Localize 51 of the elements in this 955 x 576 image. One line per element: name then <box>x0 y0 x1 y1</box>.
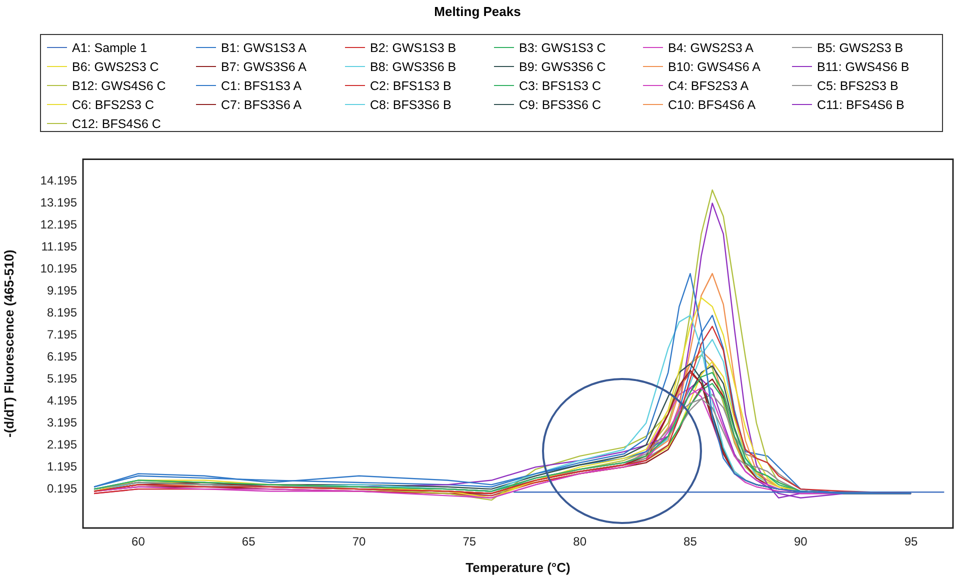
legend-label: B9: GWS3S6 C <box>519 60 606 74</box>
x-tick-label: 60 <box>132 534 146 549</box>
y-tick-label: 4.195 <box>46 394 78 408</box>
legend-label: C3: BFS1S3 C <box>519 78 601 92</box>
y-tick-label: 12.195 <box>40 218 78 232</box>
y-tick-label: 5.195 <box>46 372 78 386</box>
y-tick-label: 10.195 <box>40 262 78 276</box>
y-tick-label: 13.195 <box>40 196 78 210</box>
legend-label: B3: GWS1S3 C <box>519 40 606 54</box>
legend-label: A1: Sample 1 <box>72 40 148 54</box>
y-axis-title: -(d/dT) Fluorescence (465-510) <box>1 250 16 438</box>
legend-label: C11: BFS4S6 B <box>817 98 904 112</box>
y-tick-label: 14.195 <box>40 174 78 188</box>
legend-label: B2: GWS1S3 B <box>370 40 456 54</box>
legend-label: C12: BFS4S6 C <box>72 116 161 130</box>
legend-label: B4: GWS2S3 A <box>668 40 754 54</box>
legend-label: C6: BFS2S3 C <box>72 98 154 112</box>
legend-label: B11: GWS4S6 B <box>817 60 910 74</box>
legend-label: C7: BFS3S6 A <box>221 98 302 112</box>
legend-label: C4: BFS2S3 A <box>668 78 749 92</box>
legend-label: C10: BFS4S6 A <box>668 98 756 112</box>
x-tick-label: 75 <box>462 534 476 549</box>
y-tick-label: 2.195 <box>46 438 78 452</box>
y-tick-label: 0.195 <box>46 481 78 496</box>
x-tick-label: 95 <box>904 534 918 549</box>
legend-label: C5: BFS2S3 B <box>817 78 898 92</box>
y-tick-label: 3.195 <box>46 416 78 430</box>
y-tick-label: 9.195 <box>46 284 78 298</box>
legend-label: B8: GWS3S6 B <box>370 60 456 74</box>
y-tick-label: 8.195 <box>46 306 78 320</box>
legend-label: C1: BFS1S3 A <box>221 78 302 92</box>
y-tick-label: 7.195 <box>46 328 78 342</box>
legend-label: B6: GWS2S3 C <box>72 60 159 74</box>
x-tick-label: 90 <box>794 534 808 549</box>
x-tick-label: 80 <box>573 534 587 549</box>
legend-label: B12: GWS4S6 C <box>72 78 166 92</box>
legend-label: C2: BFS1S3 B <box>370 78 452 92</box>
y-tick-label: 11.195 <box>41 240 78 254</box>
legend-label: C9: BFS3S6 C <box>519 98 601 112</box>
y-tick-label: 6.195 <box>46 350 78 364</box>
y-tick-label: 1.195 <box>46 460 78 474</box>
chart-title: Melting Peaks <box>433 4 522 19</box>
legend-label: B5: GWS2S3 B <box>817 40 904 54</box>
legend-label: B10: GWS4S6 A <box>668 60 760 74</box>
legend-label: B1: GWS1S3 A <box>221 40 306 54</box>
legend-label: B7: GWS3S6 A <box>221 60 306 74</box>
legend-label: C8: BFS3S6 B <box>370 98 452 112</box>
x-tick-label: 85 <box>684 534 698 549</box>
x-tick-label: 65 <box>242 534 256 549</box>
x-tick-label: 70 <box>352 534 366 549</box>
x-axis-title: Temperature (°C) <box>466 560 570 575</box>
